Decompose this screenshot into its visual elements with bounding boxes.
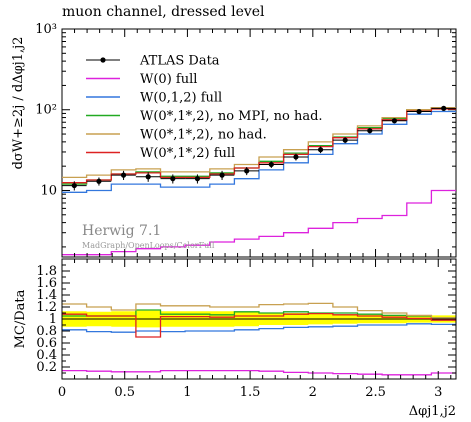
- ratio-y-tick-label: 1.4: [36, 288, 57, 303]
- ratio-line: [62, 323, 456, 333]
- legend-label: W(0*,1*,2) full: [140, 146, 235, 161]
- generator-label: Herwig 7.1: [82, 223, 161, 239]
- mc-line: [62, 110, 456, 193]
- data-point: [342, 137, 348, 143]
- top-panel: 10 10² 10³ dσW+≥2j / dΔφj1,j2 ATLAS Data W(0)…: [11, 22, 457, 258]
- ratio-y-axis-label: MC/Data: [13, 289, 28, 348]
- data-point: [71, 182, 77, 189]
- legend-label: W(0) full: [140, 72, 197, 87]
- legend-label: ATLAS Data: [139, 54, 220, 69]
- y-axis-label: dσW+≥2j / dΔφj1,j2: [11, 37, 26, 170]
- data-point: [367, 128, 373, 134]
- mc-line: [62, 108, 456, 184]
- mc-line: [62, 107, 456, 179]
- y-tick-label: 10²: [35, 103, 57, 118]
- x-tick-label: 1: [183, 385, 191, 400]
- y-tick-label: 10³: [35, 22, 57, 37]
- x-tick-label: 2: [309, 385, 317, 400]
- data-point: [268, 161, 274, 168]
- legend-label: W(0,1,2) full: [140, 91, 222, 106]
- data-point: [244, 168, 250, 174]
- mc-line: [62, 189, 456, 256]
- x-tick-label: 2.5: [365, 385, 386, 400]
- x-axis: 0 0.5 1 1.5 2 2.5 3 Δφj1,j2: [58, 29, 456, 419]
- ratio-y-tick-label: 0.2: [36, 360, 57, 375]
- legend-label: W(0*,1*,2), no MPI, no had.: [140, 109, 323, 124]
- data-point: [194, 176, 201, 182]
- x-tick-label: 1.5: [240, 385, 261, 400]
- ratio-y-tick-label: 0.8: [36, 324, 57, 339]
- data-point: [219, 172, 225, 178]
- ratio-y-tick-label: 1: [49, 312, 57, 327]
- ratio-line: [62, 302, 456, 319]
- data-point: [96, 178, 102, 184]
- x-axis-label: Δφj1,j2: [409, 404, 456, 419]
- legend-label: W(0*,1*,2), no had.: [140, 128, 267, 143]
- x-tick-label: 0: [58, 385, 66, 400]
- ratio-panel: 0.20.40.60.811.21.41.61.8 MC/Data: [13, 258, 457, 380]
- chart-title: muon channel, dressed level: [62, 4, 265, 20]
- ratio-line: [62, 312, 456, 338]
- data-point: [145, 174, 151, 180]
- generator-sublabel: MadGraph/OpenLoops/ColorFull: [82, 241, 215, 250]
- ratio-line: [62, 309, 456, 319]
- y-tick-label: 10: [40, 183, 57, 198]
- legend-marker: [100, 57, 106, 63]
- x-tick-label: 3: [434, 385, 442, 400]
- top-panel-frame: [61, 28, 457, 258]
- ratio-line: [62, 369, 456, 376]
- ratio-y-tick-label: 1.8: [36, 264, 57, 279]
- data-point: [441, 105, 447, 111]
- data-point: [317, 147, 324, 153]
- data-point: [391, 118, 398, 124]
- ratio-y-tick-label: 1.6: [36, 276, 57, 291]
- data-point: [170, 176, 176, 182]
- ratio-y-tick-label: 0.6: [36, 336, 57, 351]
- ratio-y-tick-label: 0.4: [36, 348, 57, 363]
- x-tick-label: 0.5: [114, 385, 135, 400]
- data-point: [293, 154, 299, 160]
- data-point: [416, 108, 422, 115]
- ratio-y-tick-label: 1.2: [36, 300, 57, 315]
- data-point: [120, 172, 127, 178]
